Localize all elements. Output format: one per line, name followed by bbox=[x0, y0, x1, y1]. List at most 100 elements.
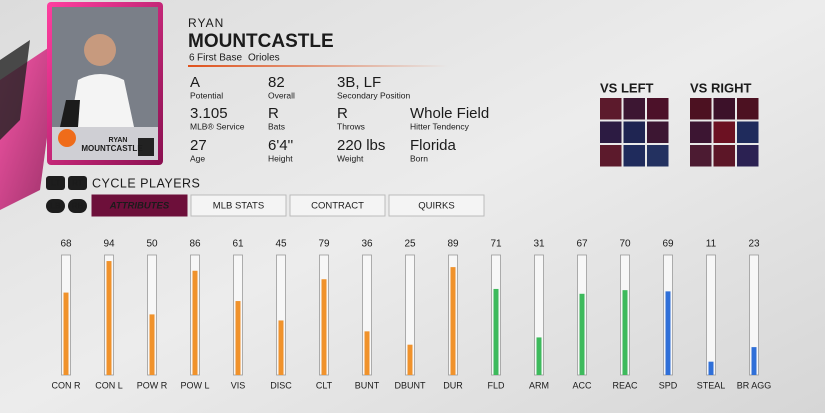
attribute-label: STEAL bbox=[697, 380, 726, 390]
attribute-label: CON R bbox=[52, 380, 82, 390]
attribute-value: 11 bbox=[706, 239, 717, 250]
info-label: Secondary Position bbox=[337, 90, 411, 100]
attribute-track bbox=[706, 254, 716, 376]
attribute-value: 79 bbox=[318, 239, 330, 250]
attribute-value: 68 bbox=[60, 239, 72, 250]
attribute-bar bbox=[579, 293, 585, 375]
attribute-value: 31 bbox=[533, 239, 545, 250]
tab-label: QUIRKS bbox=[418, 201, 454, 212]
attribute-value: 69 bbox=[662, 239, 674, 250]
hot-zone bbox=[713, 121, 735, 143]
trigger-button[interactable] bbox=[68, 176, 87, 190]
attribute-label: ARM bbox=[529, 380, 549, 390]
hot-zone bbox=[713, 145, 735, 167]
info-value: 3B, LF bbox=[337, 74, 381, 91]
info-value: Florida bbox=[410, 137, 457, 154]
attribute-value: 67 bbox=[576, 239, 588, 250]
attribute-value: 25 bbox=[404, 239, 416, 250]
trigger-button[interactable] bbox=[46, 176, 65, 190]
attribute-bar bbox=[235, 301, 241, 375]
split-title: VS RIGHT bbox=[690, 80, 751, 95]
info-label: MLB® Service bbox=[190, 121, 245, 131]
hot-zone bbox=[623, 98, 645, 120]
attribute-label: SPD bbox=[659, 380, 678, 390]
attribute-label: VIS bbox=[231, 380, 246, 390]
hot-zone bbox=[737, 98, 759, 120]
attribute-bar bbox=[450, 267, 456, 375]
hot-zone bbox=[623, 121, 645, 143]
tab-label: MLB STATS bbox=[213, 201, 264, 212]
info-value: 3.105 bbox=[190, 105, 228, 122]
info-value: 82 bbox=[268, 74, 285, 91]
tab[interactable] bbox=[289, 194, 386, 217]
hot-zone bbox=[600, 98, 622, 120]
tab-label: CONTRACT bbox=[311, 201, 364, 212]
attribute-bar bbox=[63, 292, 69, 375]
attribute-label: CON L bbox=[95, 380, 123, 390]
attribute-bar bbox=[622, 290, 628, 375]
info-value: 220 lbs bbox=[337, 137, 385, 154]
hot-zone bbox=[647, 121, 669, 143]
attribute-value: 70 bbox=[619, 239, 631, 250]
attribute-bar bbox=[192, 270, 198, 375]
card-last-name: MOUNTCASTLE bbox=[81, 144, 143, 153]
attribute-value: 36 bbox=[361, 239, 373, 250]
attribute-label: FLD bbox=[487, 380, 505, 390]
tab[interactable] bbox=[388, 194, 485, 217]
hot-zone bbox=[647, 145, 669, 167]
hot-zone bbox=[623, 145, 645, 167]
bumper-button[interactable] bbox=[46, 199, 65, 213]
info-value: Whole Field bbox=[410, 105, 489, 122]
first-name: RYAN bbox=[188, 16, 224, 30]
cycle-label: CYCLE PLAYERS bbox=[92, 176, 200, 190]
hot-zone bbox=[600, 121, 622, 143]
attribute-bar bbox=[149, 314, 155, 375]
trigger-label: LT bbox=[51, 179, 60, 188]
attribute-label: BUNT bbox=[355, 380, 380, 390]
attribute-label: DBUNT bbox=[395, 380, 427, 390]
attribute-label: ACC bbox=[572, 380, 592, 390]
attribute-value: 86 bbox=[189, 239, 201, 250]
attribute-value: 71 bbox=[490, 239, 502, 250]
tab[interactable] bbox=[190, 194, 287, 217]
player-card[interactable]: RYAN MOUNTCASTLE bbox=[47, 2, 163, 165]
jersey-number: 6 bbox=[189, 53, 195, 64]
info-label: Age bbox=[190, 153, 205, 163]
info-label: Born bbox=[410, 153, 428, 163]
last-name: MOUNTCASTLE bbox=[188, 31, 334, 52]
header-rule bbox=[188, 65, 448, 67]
card-first-name: RYAN bbox=[109, 137, 128, 144]
info-label: Throws bbox=[337, 121, 365, 131]
bumper-label: LB bbox=[50, 202, 61, 211]
attribute-bar bbox=[278, 320, 284, 375]
split-title: VS LEFT bbox=[600, 80, 654, 95]
attribute-value: 61 bbox=[232, 239, 244, 250]
hot-zone bbox=[690, 121, 712, 143]
attribute-bar bbox=[536, 337, 542, 375]
hot-zone bbox=[600, 145, 622, 167]
position: First Base bbox=[197, 53, 242, 64]
attribute-bar bbox=[751, 347, 757, 375]
hot-zone bbox=[690, 98, 712, 120]
attribute-label: CLT bbox=[316, 380, 333, 390]
attribute-bar bbox=[364, 331, 370, 375]
attribute-bar bbox=[493, 288, 499, 375]
attribute-label: POW R bbox=[137, 380, 168, 390]
attribute-bar bbox=[407, 344, 413, 375]
info-label: Weight bbox=[337, 153, 364, 163]
attribute-bar bbox=[708, 361, 714, 375]
team: Orioles bbox=[248, 53, 280, 64]
tab[interactable] bbox=[91, 194, 188, 217]
hot-zone bbox=[647, 98, 669, 120]
info-label: Hitter Tendency bbox=[410, 121, 470, 131]
info-value: A bbox=[190, 74, 200, 91]
info-value: 27 bbox=[190, 137, 207, 154]
hot-zone bbox=[690, 145, 712, 167]
hot-zone bbox=[737, 121, 759, 143]
info-label: Potential bbox=[190, 90, 223, 100]
bumper-button[interactable] bbox=[68, 199, 87, 213]
attribute-label: DUR bbox=[443, 380, 463, 390]
attribute-label: REAC bbox=[612, 380, 638, 390]
background-streak bbox=[0, 40, 30, 140]
